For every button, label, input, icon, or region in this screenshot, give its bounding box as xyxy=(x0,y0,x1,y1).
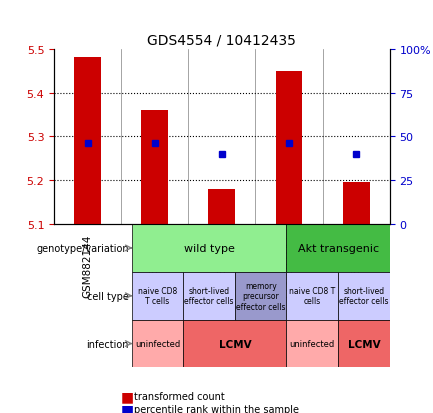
Text: short-lived
effector cells: short-lived effector cells xyxy=(339,286,389,306)
FancyBboxPatch shape xyxy=(338,272,390,320)
FancyBboxPatch shape xyxy=(287,225,390,272)
Title: GDS4554 / 10412435: GDS4554 / 10412435 xyxy=(148,33,296,47)
Text: short-lived
effector cells: short-lived effector cells xyxy=(184,286,234,306)
Text: Akt transgenic: Akt transgenic xyxy=(297,243,378,253)
FancyBboxPatch shape xyxy=(183,320,287,368)
Bar xyxy=(343,183,369,225)
Text: memory
precursor
effector cells: memory precursor effector cells xyxy=(236,281,285,311)
Bar xyxy=(74,58,101,225)
Text: ■: ■ xyxy=(121,389,134,404)
FancyBboxPatch shape xyxy=(235,272,287,320)
FancyBboxPatch shape xyxy=(338,320,390,368)
FancyBboxPatch shape xyxy=(287,272,338,320)
Text: infection: infection xyxy=(87,339,129,349)
FancyBboxPatch shape xyxy=(287,320,338,368)
Text: ■: ■ xyxy=(121,402,134,413)
Text: LCMV: LCMV xyxy=(219,339,251,349)
Text: genotype/variation: genotype/variation xyxy=(36,243,129,253)
Text: uninfected: uninfected xyxy=(135,339,180,348)
Text: percentile rank within the sample: percentile rank within the sample xyxy=(134,404,299,413)
Text: transformed count: transformed count xyxy=(134,392,225,401)
Bar xyxy=(141,111,168,225)
Bar xyxy=(275,71,302,225)
Text: naive CD8
T cells: naive CD8 T cells xyxy=(138,286,177,306)
FancyBboxPatch shape xyxy=(183,272,235,320)
Text: naive CD8 T
cells: naive CD8 T cells xyxy=(289,286,336,306)
Text: cell type: cell type xyxy=(87,291,129,301)
Bar xyxy=(209,190,236,225)
FancyBboxPatch shape xyxy=(132,225,287,272)
FancyBboxPatch shape xyxy=(132,272,183,320)
Text: wild type: wild type xyxy=(184,243,234,253)
FancyBboxPatch shape xyxy=(132,320,183,368)
Text: uninfected: uninfected xyxy=(290,339,335,348)
Text: LCMV: LCMV xyxy=(348,339,380,349)
